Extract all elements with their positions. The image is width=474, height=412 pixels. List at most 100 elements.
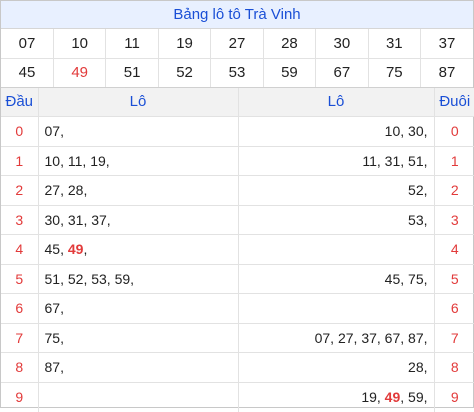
lo-right-cell: 07, 27, 37, 67, 87, [238, 323, 435, 353]
header-dau: Đầu [1, 87, 39, 117]
lo-number: 07 [314, 329, 331, 346]
lo-left-cell: 30, 31, 37, [38, 205, 239, 235]
lo-right-cell: 11, 31, 51, [238, 146, 435, 176]
lo-number: 49 [67, 241, 84, 258]
number-cell: 45 [1, 58, 54, 88]
lo-number: 11 [362, 152, 377, 169]
lo-number: 27 [337, 329, 354, 346]
lo-number: 11 [67, 152, 83, 169]
lo-number: 51 [44, 270, 61, 287]
duoi-digit: 1 [434, 146, 474, 176]
lo-left-cell: 45, 49, [38, 234, 239, 265]
lo-table: Đầu Lô Lô Đuôi 0 07, 10, 30, 0 1 10, 11, 19, 1… [1, 87, 474, 412]
lo-number: 87 [408, 329, 424, 346]
lo-row: 5 51, 52, 53, 59, 45, 75, 5 [1, 264, 474, 294]
number-cell: 75 [368, 58, 422, 88]
lo-row: 0 07, 10, 30, 0 [1, 116, 474, 147]
number-cell: 87 [420, 58, 473, 88]
lo-left-cell: 87, [38, 352, 239, 383]
lo-number: 28 [408, 359, 424, 376]
number-cell: 52 [158, 58, 212, 88]
lo-number: 67 [384, 329, 401, 346]
lo-number: 30 [408, 123, 424, 140]
dau-digit: 2 [1, 175, 39, 206]
number-cell: 11 [105, 29, 159, 59]
lo-number: 10 [44, 152, 61, 169]
lo-number: 87 [44, 359, 61, 376]
number-cell: 59 [263, 58, 317, 88]
duoi-digit: 8 [434, 352, 474, 383]
number-cell: 27 [210, 29, 264, 59]
header-duoi: Đuôi [434, 87, 474, 117]
lo-right-cell: 28, [238, 352, 435, 383]
lo-right-cell [238, 293, 435, 324]
lo-number: 37 [91, 211, 107, 228]
lo-number: 52 [408, 182, 424, 199]
lo-row: 4 45, 49, 4 [1, 234, 474, 265]
duoi-digit: 7 [434, 323, 474, 353]
lo-number: 52 [67, 270, 84, 287]
lo-row: 2 27, 28, 52, 2 [1, 175, 474, 206]
number-grid: 07 10 11 19 27 28 30 31 37 45 49 51 52 53 59 67 75 87 [1, 29, 473, 88]
lo-number: 31 [384, 152, 401, 169]
number-cell: 53 [210, 58, 264, 88]
lo-right-cell: 19, 49, 59, [238, 382, 435, 412]
lo-row: 6 67, 6 [1, 293, 474, 324]
lo-left-cell: 51, 52, 53, 59, [38, 264, 239, 294]
lo-row: 3 30, 31, 37, 53, 3 [1, 205, 474, 235]
duoi-digit: 6 [434, 293, 474, 324]
lo-number: 51 [408, 152, 424, 169]
lo-number: 53 [91, 270, 107, 287]
number-cell: 37 [420, 29, 473, 59]
number-cell: 28 [263, 29, 317, 59]
number-cell: 19 [158, 29, 212, 59]
lo-number: 07 [44, 123, 61, 140]
dau-digit: 1 [1, 146, 39, 176]
lo-right-cell: 53, [238, 205, 435, 235]
dau-digit: 9 [1, 382, 39, 412]
duoi-digit: 0 [434, 116, 474, 147]
lo-number: 19 [361, 389, 377, 405]
header-lo-left: Lô [38, 87, 239, 117]
lo-number: 67 [44, 300, 61, 317]
duoi-digit: 5 [434, 264, 474, 294]
number-cell: 49 [53, 58, 107, 88]
lo-number: 37 [361, 329, 377, 346]
dau-digit: 6 [1, 293, 39, 324]
lo-left-cell: 67, [38, 293, 239, 324]
lo-number: 30 [44, 211, 61, 228]
duoi-digit: 4 [434, 234, 474, 265]
lo-left-cell: 27, 28, [38, 175, 239, 206]
dau-digit: 5 [1, 264, 39, 294]
lo-row: 9 19, 49, 59, 9 [1, 382, 474, 412]
header-lo-right: Lô [238, 87, 435, 117]
number-cell: 10 [53, 29, 107, 59]
lo-right-cell: 10, 30, [238, 116, 435, 147]
lo-row: 1 10, 11, 19, 11, 31, 51, 1 [1, 146, 474, 176]
lo-left-cell [38, 382, 239, 412]
lo-number: 49 [384, 389, 401, 405]
lo-number: 75 [408, 270, 424, 287]
dau-digit: 4 [1, 234, 39, 265]
dau-digit: 3 [1, 205, 39, 235]
dau-digit: 7 [1, 323, 39, 353]
lo-row: 8 87, 28, 8 [1, 352, 474, 383]
number-cell: 67 [315, 58, 369, 88]
lo-row: 7 75, 07, 27, 37, 67, 87, 7 [1, 323, 474, 353]
number-cell: 07 [1, 29, 54, 59]
lo-number: 31 [67, 211, 84, 228]
number-row: 45 49 51 52 53 59 67 75 87 [1, 58, 473, 88]
duoi-digit: 2 [434, 175, 474, 206]
number-cell: 51 [105, 58, 159, 88]
lo-number: 59 [408, 389, 424, 405]
duoi-digit: 9 [450, 389, 459, 405]
dau-digit: 8 [1, 352, 39, 383]
lo-table-header: Đầu Lô Lô Đuôi [1, 87, 474, 117]
lo-number: 45 [44, 241, 61, 258]
lo-number: 10 [384, 123, 401, 140]
duoi-digit: 3 [434, 205, 474, 235]
lo-number: 27 [44, 182, 61, 199]
lo-left-cell: 07, [38, 116, 239, 147]
number-cell: 31 [368, 29, 422, 59]
